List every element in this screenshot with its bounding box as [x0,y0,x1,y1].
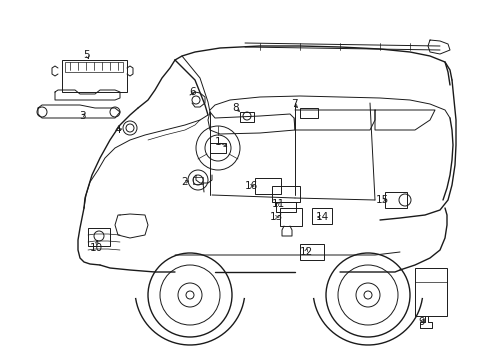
Text: 13: 13 [269,212,282,222]
Bar [299,108,317,118]
Bar [311,208,331,224]
Bar [271,186,299,202]
Bar [88,228,110,246]
Bar [62,60,127,92]
Text: 16: 16 [244,181,257,191]
Text: 12: 12 [299,247,312,257]
Circle shape [185,291,194,299]
Text: 4: 4 [115,125,121,135]
Text: 9: 9 [418,317,425,327]
Text: 7: 7 [290,99,297,109]
Bar [280,208,302,226]
Text: 11: 11 [271,199,284,209]
Text: 3: 3 [79,111,85,121]
Bar [299,244,324,260]
Text: 1: 1 [214,137,221,147]
Text: 6: 6 [189,87,196,97]
Bar [209,143,225,153]
Bar [65,62,123,72]
Bar [414,268,446,316]
Bar [275,202,295,212]
Text: 15: 15 [375,195,388,205]
Bar [384,192,406,208]
Bar [240,112,253,122]
Text: 8: 8 [232,103,239,113]
Text: 2: 2 [182,177,188,187]
Text: 10: 10 [89,243,102,253]
Text: 5: 5 [83,50,90,60]
Circle shape [363,291,371,299]
Bar [254,178,281,194]
Text: 14: 14 [315,212,328,222]
Bar [193,177,203,184]
